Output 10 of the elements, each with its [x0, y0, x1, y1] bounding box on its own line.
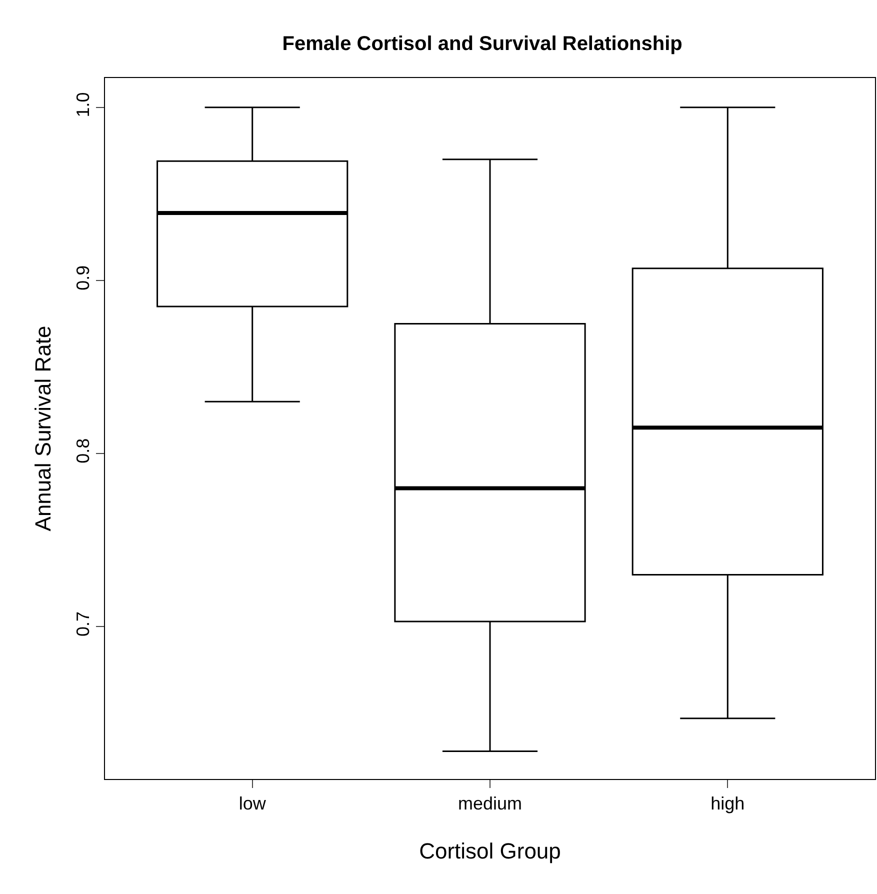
x-tick-label: medium: [458, 794, 522, 814]
y-axis-title: Annual Survival Rate: [30, 326, 56, 532]
y-tick-label: 1.0: [72, 92, 93, 118]
x-axis-title: Cortisol Group: [419, 838, 561, 864]
y-tick-label: 0.7: [72, 611, 93, 636]
x-tick-label: low: [238, 794, 267, 814]
y-tick-label: 0.9: [72, 265, 93, 290]
x-tick-label: high: [710, 794, 745, 814]
chart-title: Female Cortisol and Survival Relationship: [282, 32, 682, 55]
y-tick-label: 0.8: [72, 438, 93, 464]
